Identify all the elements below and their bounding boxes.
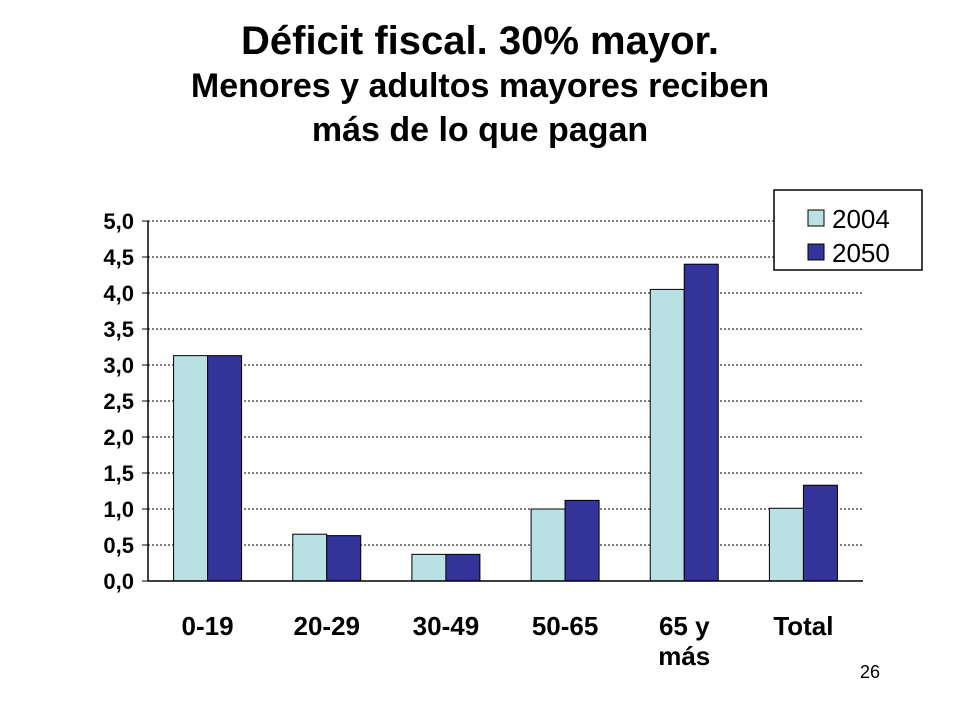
legend-swatch-2004 bbox=[807, 209, 825, 227]
x-category-label: más bbox=[658, 641, 710, 671]
chart-subtitle-line-2: más de lo que pagan bbox=[311, 111, 649, 149]
chart-title: Déficit fiscal. 30% mayor. bbox=[240, 19, 719, 63]
bar-2004-30-49 bbox=[411, 553, 447, 582]
x-category-label: Total bbox=[773, 611, 833, 641]
x-category-label: 20-29 bbox=[294, 611, 361, 641]
y-tick-label: 1,0 bbox=[103, 497, 134, 522]
y-tick-label: 4,0 bbox=[103, 281, 134, 306]
x-category-label: 65 y bbox=[659, 611, 710, 641]
page-number: 26 bbox=[860, 662, 881, 682]
axes bbox=[142, 220, 863, 582]
bar-2004-0-19 bbox=[173, 355, 209, 582]
bars bbox=[173, 263, 838, 582]
y-tick-label: 4,5 bbox=[103, 245, 134, 270]
y-tick-label: 2,0 bbox=[103, 425, 134, 450]
y-tick-label: 0,0 bbox=[103, 569, 134, 594]
y-tick-label: 3,5 bbox=[103, 317, 134, 342]
y-tick-label: 2,5 bbox=[103, 389, 134, 414]
x-category-label: 50-65 bbox=[532, 611, 599, 641]
legend-box bbox=[773, 189, 923, 271]
legend-label-2050: 2050 bbox=[832, 238, 890, 268]
bar-2050-30-49 bbox=[445, 553, 481, 582]
gridlines bbox=[148, 220, 863, 546]
bar-2050-0-19 bbox=[207, 355, 243, 582]
bar-2004-50-65 bbox=[530, 508, 566, 582]
x-category-label: 30-49 bbox=[413, 611, 480, 641]
y-tick-label: 1,5 bbox=[103, 461, 134, 486]
bar-2050-65-y-más bbox=[683, 263, 719, 582]
bar-2004-65-y-más bbox=[649, 288, 685, 582]
bar-2050-20-29 bbox=[326, 535, 362, 582]
y-tick-label: 5,0 bbox=[103, 209, 134, 234]
bar-2004-Total bbox=[768, 507, 804, 582]
bar-2050-Total bbox=[802, 484, 838, 582]
chart-subtitle-line-1: Menores y adultos mayores reciben bbox=[190, 67, 770, 105]
y-tick-label: 0,5 bbox=[103, 533, 134, 558]
title-block: Déficit fiscal. 30% mayor. Menores y adu… bbox=[0, 18, 960, 152]
bar-2050-50-65 bbox=[564, 499, 600, 582]
legend-swatch-2050 bbox=[807, 243, 825, 261]
legend-label-2004: 2004 bbox=[832, 204, 890, 234]
legend: 2004 2050 bbox=[773, 189, 923, 271]
y-tick-labels: 0,0 0,5 1,0 1,5 2,0 2,5 3,0 3,5 4,0 4,5 5,0 bbox=[103, 209, 134, 594]
x-category-label: 0-19 bbox=[182, 611, 234, 641]
y-tick-label: 3,0 bbox=[103, 353, 134, 378]
bar-2004-20-29 bbox=[292, 533, 328, 582]
